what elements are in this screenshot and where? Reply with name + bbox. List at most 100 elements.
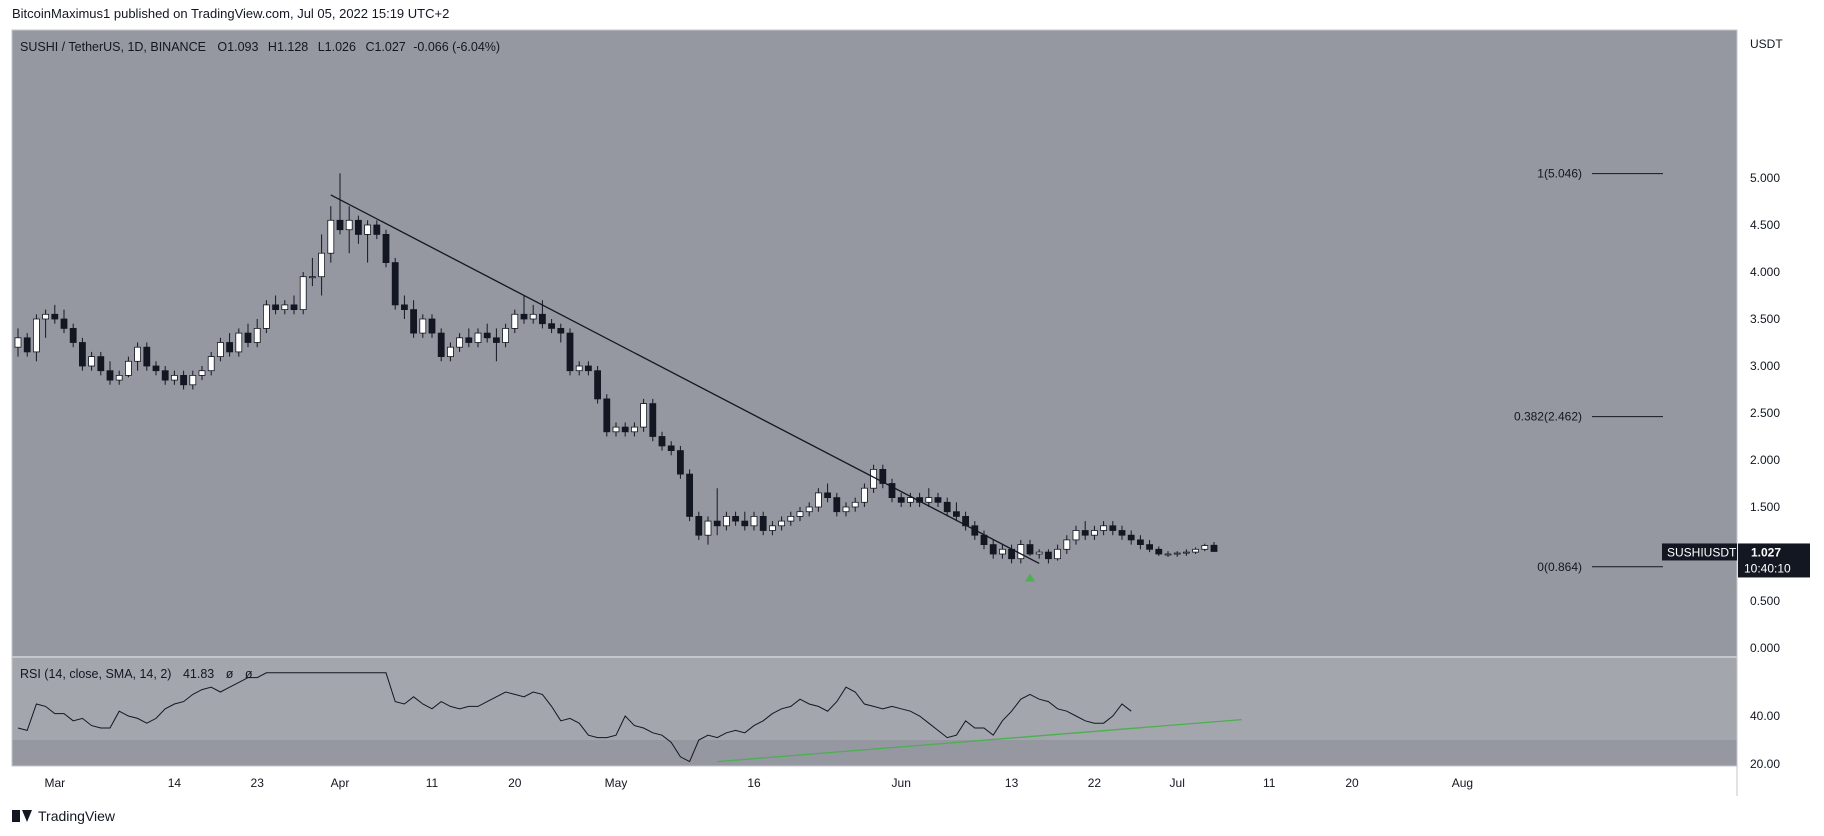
candle-body bbox=[704, 520, 712, 536]
candle-body bbox=[60, 318, 68, 329]
candle bbox=[1109, 521, 1117, 536]
candle bbox=[465, 328, 473, 348]
candle bbox=[925, 488, 933, 507]
candle bbox=[244, 323, 252, 348]
candle bbox=[189, 370, 197, 390]
candle bbox=[14, 328, 22, 357]
countdown-text: 10:40:10 bbox=[1744, 561, 1791, 575]
legend-high-value: 1.128 bbox=[277, 40, 308, 54]
time-label: Jun bbox=[892, 776, 911, 790]
candle-body bbox=[732, 516, 739, 522]
candle bbox=[621, 422, 629, 437]
candle-body bbox=[23, 337, 31, 353]
candle bbox=[51, 304, 59, 324]
candle bbox=[226, 333, 234, 357]
candle-body bbox=[345, 219, 353, 231]
candle bbox=[290, 295, 298, 315]
candle bbox=[97, 351, 105, 376]
candle bbox=[125, 356, 132, 378]
time-label: 20 bbox=[1345, 776, 1359, 790]
candle bbox=[934, 492, 942, 507]
candle-body bbox=[244, 332, 252, 343]
candle bbox=[1035, 549, 1043, 559]
time-label: May bbox=[605, 776, 628, 790]
candle bbox=[759, 511, 767, 536]
candle-body bbox=[529, 313, 537, 320]
candle bbox=[529, 304, 537, 324]
candle bbox=[824, 483, 831, 503]
candle-body bbox=[713, 520, 721, 527]
publisher-line: BitcoinMaximus1 published on TradingView… bbox=[12, 6, 450, 21]
candle-body bbox=[483, 332, 491, 339]
candle bbox=[364, 220, 372, 263]
candle bbox=[695, 511, 703, 540]
candle-body bbox=[815, 492, 822, 508]
candle-body bbox=[216, 342, 224, 357]
rsi-extra-1: ø bbox=[226, 667, 234, 681]
candle bbox=[1137, 535, 1144, 550]
candle-body bbox=[1100, 525, 1107, 531]
candle bbox=[649, 398, 657, 442]
candle-body bbox=[299, 276, 307, 311]
candle-body bbox=[667, 445, 675, 451]
candle bbox=[33, 314, 40, 362]
tradingview-logo-icon bbox=[12, 810, 32, 822]
candle-body bbox=[658, 436, 666, 447]
rsi-line bbox=[17, 672, 1132, 763]
candle bbox=[483, 323, 491, 343]
candle bbox=[1127, 530, 1135, 545]
candle-body bbox=[410, 309, 418, 334]
candle bbox=[216, 337, 224, 362]
candle-body bbox=[677, 450, 684, 475]
candle-body bbox=[42, 313, 49, 320]
time-label: Aug bbox=[1452, 776, 1473, 790]
candle-body bbox=[520, 313, 528, 320]
candle-body bbox=[180, 374, 188, 386]
candle-body bbox=[400, 304, 408, 310]
candle-body bbox=[1137, 539, 1144, 546]
candle bbox=[833, 492, 841, 517]
legend-open-label: O bbox=[217, 40, 227, 54]
candle-body bbox=[925, 497, 933, 503]
candle-body bbox=[649, 403, 657, 437]
candle-body bbox=[621, 426, 629, 433]
candle-body bbox=[106, 370, 114, 381]
candle bbox=[897, 492, 905, 507]
candle-body bbox=[851, 501, 859, 508]
candle-body bbox=[723, 516, 730, 527]
candle-body bbox=[391, 262, 399, 306]
candle bbox=[456, 333, 464, 352]
candle bbox=[796, 507, 804, 522]
candle-body bbox=[769, 525, 776, 531]
candle-body bbox=[474, 332, 482, 343]
candle-body bbox=[759, 516, 767, 531]
candle bbox=[723, 511, 730, 531]
candle-body bbox=[989, 544, 997, 555]
candle bbox=[373, 220, 381, 240]
candle-body bbox=[281, 304, 289, 310]
candle bbox=[815, 488, 822, 512]
candle bbox=[318, 234, 326, 296]
candle bbox=[511, 309, 519, 334]
candle-body bbox=[999, 548, 1006, 555]
price-axis-currency: USDT bbox=[1750, 37, 1783, 51]
candle bbox=[1081, 521, 1089, 540]
rsi-tick-label: 20.00 bbox=[1750, 757, 1780, 771]
candle bbox=[180, 370, 188, 390]
candle bbox=[391, 257, 399, 310]
candle bbox=[327, 206, 335, 263]
footer-brand[interactable]: TradingView bbox=[12, 808, 115, 824]
candle-body bbox=[502, 327, 510, 343]
candle bbox=[667, 441, 675, 456]
candle-body bbox=[824, 492, 831, 498]
candle-body bbox=[1017, 544, 1025, 560]
candle bbox=[677, 445, 684, 479]
candle-body bbox=[888, 483, 896, 499]
legend-open-value: 1.093 bbox=[227, 40, 258, 54]
candle-body bbox=[1091, 530, 1098, 536]
rsi-extra-2: ø bbox=[245, 667, 253, 681]
candle-body bbox=[548, 323, 555, 329]
price-chart[interactable]: 1(5.046) 0.382(2.462) 0(0.864) SUSHI / Tet… bbox=[0, 0, 1824, 800]
candle-body bbox=[51, 313, 59, 320]
rsi-tick-label: 40.00 bbox=[1750, 709, 1780, 723]
